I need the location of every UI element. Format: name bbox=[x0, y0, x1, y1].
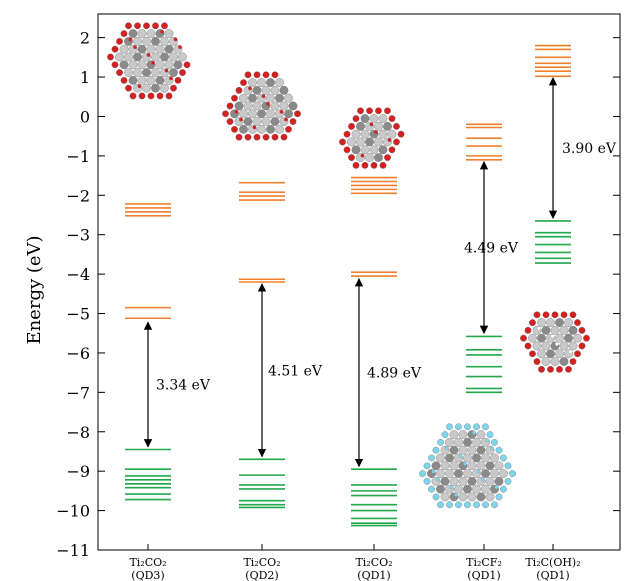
structure-images bbox=[107, 22, 590, 509]
gap-label: 3.90 eV bbox=[562, 141, 617, 157]
y-tick-label: −6 bbox=[66, 344, 90, 363]
category-label: Ti₂CO₂ bbox=[243, 556, 280, 569]
gap-label: 4.49 eV bbox=[464, 241, 519, 257]
y-tick-label: −4 bbox=[66, 265, 90, 284]
y-tick-label: 0 bbox=[80, 107, 90, 126]
category-sublabel: (QD3) bbox=[131, 569, 164, 581]
structure-image bbox=[419, 423, 516, 509]
category-label: Ti₂CO₂ bbox=[355, 556, 392, 569]
y-tick-label: −10 bbox=[56, 502, 90, 521]
category-sublabel: (QD2) bbox=[245, 569, 278, 581]
structure-image bbox=[222, 71, 301, 141]
y-tick-label: 2 bbox=[80, 29, 90, 48]
gap-labels: 3.34 eV 4.51 eV 4.89 eV 4.49 eV 3.90 eV bbox=[156, 141, 617, 393]
y-axis-title: Energy (eV) bbox=[24, 235, 45, 344]
energy-levels bbox=[125, 44, 571, 527]
gap-label: 4.89 eV bbox=[367, 366, 422, 382]
gap-label: 3.34 eV bbox=[156, 377, 211, 393]
gap-arrows bbox=[143, 77, 558, 468]
y-tick-label: −3 bbox=[66, 226, 90, 245]
y-ticks: 2 1 0 −1 −2 −3 −4 −5 −6 −7 −8 −9 −10 −11 bbox=[56, 29, 620, 560]
plot-frame bbox=[97, 13, 621, 551]
category-label: Ti₂CO₂ bbox=[129, 556, 166, 569]
y-tick-label: −5 bbox=[66, 305, 90, 324]
y-tick-label: −11 bbox=[56, 541, 90, 560]
category-label: Ti₂CF₂ bbox=[466, 556, 502, 569]
axes: 210−1−2−3−4−5−6−7−8−9−10−11 Ti₂CO₂(QD3)T… bbox=[24, 13, 621, 581]
gap-label: 4.51 eV bbox=[268, 363, 323, 379]
structure-image bbox=[107, 22, 191, 100]
y-tick-label: −9 bbox=[66, 462, 90, 481]
structure-image bbox=[520, 311, 590, 373]
y-tick-label: −2 bbox=[66, 186, 90, 205]
category-sublabel: (QD1) bbox=[357, 569, 390, 581]
structure-image bbox=[339, 107, 405, 169]
category-label: Ti₂C(OH)₂ bbox=[525, 556, 580, 569]
category-sublabel: (QD1) bbox=[467, 569, 500, 581]
y-tick-label: −1 bbox=[66, 147, 90, 166]
y-tick-label: −8 bbox=[66, 423, 90, 442]
category-sublabel: (QD1) bbox=[536, 569, 569, 581]
category-labels: Ti₂CO₂(QD3)Ti₂CO₂(QD2)Ti₂CO₂(QD1)Ti₂CF₂(… bbox=[129, 544, 581, 581]
y-tick-label: 1 bbox=[80, 68, 90, 87]
y-tick-label: −7 bbox=[66, 383, 90, 402]
